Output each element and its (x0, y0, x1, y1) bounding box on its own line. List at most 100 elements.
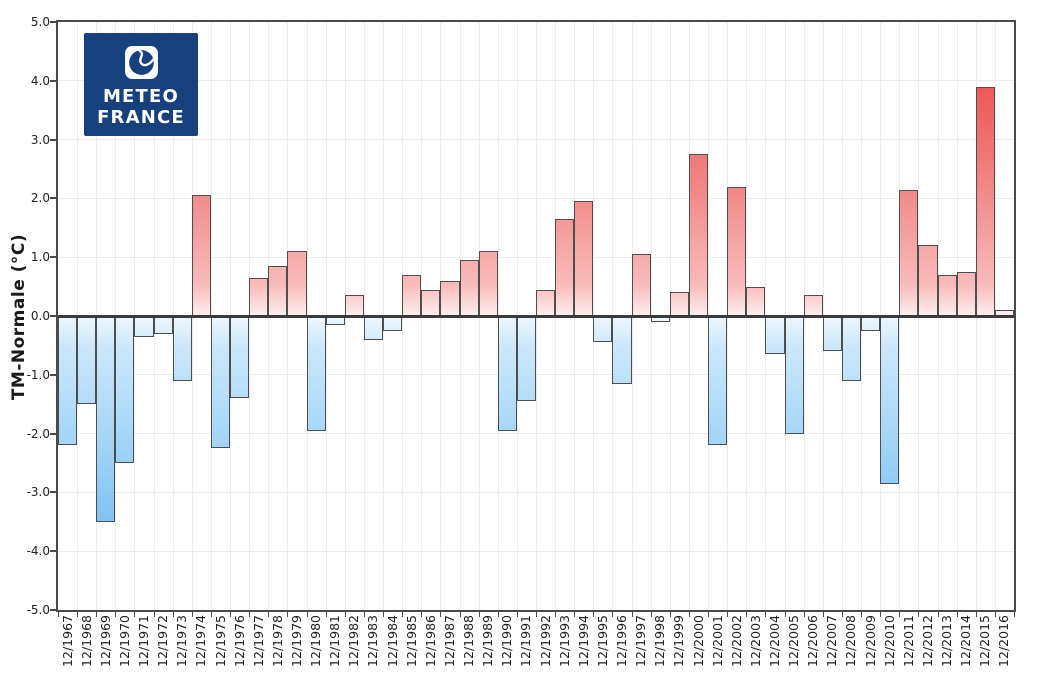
y-axis-tick (50, 550, 57, 553)
gridline-horizontal (58, 374, 1014, 376)
x-axis-tick (727, 612, 729, 617)
x-tick-label: 12/2008 (843, 615, 859, 667)
y-axis-tick (50, 373, 57, 376)
x-axis-tick (650, 612, 652, 617)
x-axis-tick (765, 612, 767, 617)
gridline-horizontal (58, 80, 1014, 82)
x-tick-label: 12/1968 (78, 615, 94, 667)
bar-12-1991 (516, 316, 536, 402)
x-axis-tick (478, 612, 480, 617)
x-tick-label: 12/2004 (767, 615, 782, 667)
bar-12-1974 (191, 195, 211, 316)
bar-12-1980 (306, 316, 326, 431)
x-tick-label: 12/1996 (614, 615, 630, 667)
x-tick-label: 12/1987 (441, 615, 457, 667)
x-tick-label: 12/1992 (537, 615, 553, 667)
x-axis-tick (956, 612, 958, 617)
meteo-france-icon (124, 46, 158, 79)
bar-12-1968 (77, 316, 97, 405)
y-tick-label: 3.0 (30, 132, 50, 147)
bar-12-1973 (172, 316, 192, 381)
y-tick-label: 2.0 (30, 191, 50, 206)
x-tick-label: 12/1999 (671, 615, 687, 667)
bar-12-2006 (803, 295, 823, 316)
x-axis-tick (77, 612, 79, 617)
bar-12-1988 (459, 260, 479, 316)
x-tick-label: 12/2013 (939, 615, 955, 667)
x-axis-tick (784, 612, 786, 617)
x-axis-tick (440, 612, 442, 617)
x-tick-label: 12/1986 (422, 615, 438, 667)
x-axis-tick (994, 612, 996, 617)
y-tick-label: -2.0 (26, 426, 50, 441)
x-axis-tick (536, 612, 537, 617)
bar-12-2009 (861, 316, 881, 331)
bar-12-1997 (631, 254, 651, 316)
bar-12-2014 (956, 271, 976, 316)
x-tick-label: 12/1977 (250, 615, 266, 667)
x-tick-label: 12/1991 (518, 615, 534, 667)
x-axis-tick (210, 612, 212, 617)
x-axis-tick (459, 612, 461, 617)
x-axis-tick (306, 612, 308, 617)
x-tick-label: 12/2006 (805, 615, 821, 667)
bar-12-1996 (612, 316, 632, 384)
y-axis-tick (50, 491, 57, 494)
x-axis-tick (344, 612, 346, 617)
bar-12-1975 (210, 316, 231, 449)
x-tick-label: 12/2015 (977, 615, 993, 667)
x-axis-tick (975, 612, 977, 617)
x-axis-tick (287, 612, 289, 617)
y-tick-label: -4.0 (26, 544, 50, 559)
bar-12-2001 (708, 316, 728, 446)
plot-area (56, 20, 1016, 612)
x-axis-tick (861, 612, 863, 617)
y-tick-label: 4.0 (30, 73, 50, 88)
gridline-horizontal (58, 491, 1014, 493)
bar-12-1969 (96, 316, 116, 522)
x-tick-label: 12/2016 (996, 615, 1012, 667)
bar-12-1967 (58, 316, 78, 446)
x-tick-label: 12/1980 (308, 615, 324, 667)
x-axis-tick (172, 612, 174, 617)
bar-12-2011 (899, 189, 919, 316)
x-tick-label: 12/1983 (365, 615, 381, 667)
x-axis-tick (191, 612, 193, 617)
logo-line-1: METEO (102, 86, 180, 107)
bar-12-2008 (841, 316, 862, 381)
y-tick-label: 1.0 (30, 250, 50, 265)
x-tick-label: 12/1981 (327, 615, 343, 667)
zero-line (58, 314, 1014, 318)
bar-12-1987 (440, 280, 460, 316)
gridline-horizontal (58, 139, 1014, 141)
bar-12-1985 (402, 274, 422, 316)
x-axis-tick (402, 612, 404, 617)
bar-12-1979 (287, 251, 307, 316)
y-tick-label: -3.0 (26, 485, 50, 500)
logo-line-2: FRANCE (97, 107, 185, 128)
x-axis-tick (153, 612, 155, 617)
x-axis-tick (669, 612, 671, 617)
x-axis-tick (746, 612, 748, 617)
x-tick-label: 12/1993 (556, 615, 572, 667)
bar-12-1970 (115, 316, 135, 463)
y-axis-tick (50, 79, 57, 82)
x-tick-label: 12/1969 (97, 615, 113, 667)
x-tick-label: 12/1974 (193, 615, 209, 667)
x-tick-label: 12/2002 (728, 615, 744, 667)
x-tick-label: 12/2000 (690, 615, 706, 667)
x-axis-tick (58, 612, 59, 617)
x-axis-tick (516, 612, 518, 617)
y-axis-tick (50, 256, 57, 259)
y-tick-label: 0.0 (30, 309, 50, 323)
y-tick-label: 5.0 (30, 15, 50, 29)
gridline-horizontal (58, 197, 1014, 199)
x-tick-label: 12/2003 (747, 615, 763, 667)
y-axis-tick (50, 197, 57, 200)
x-tick-label: 12/1970 (116, 615, 132, 667)
x-axis-tick (421, 612, 423, 617)
x-axis-tick (631, 612, 633, 617)
x-axis-tick (497, 612, 499, 617)
x-tick-label: 12/2001 (709, 615, 725, 667)
x-tick-label: 12/2012 (919, 615, 935, 667)
